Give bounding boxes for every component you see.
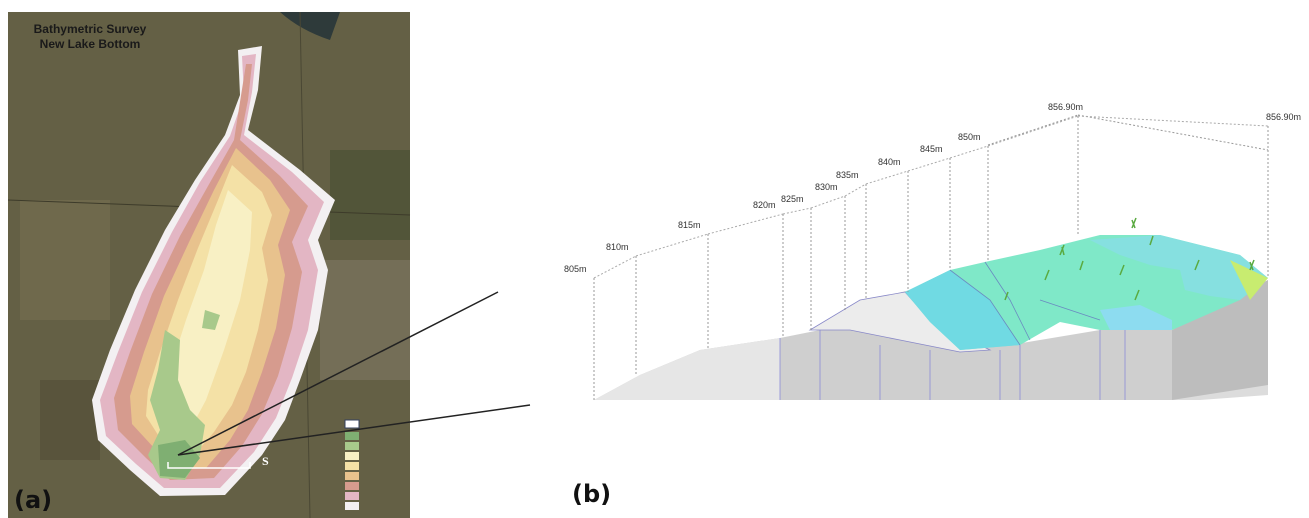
elevation-guide (845, 184, 866, 196)
elevation-label: 805m (564, 264, 587, 274)
elevation-guide (908, 158, 950, 171)
elevation-guide (988, 116, 1078, 146)
scale-label: S (262, 454, 269, 468)
elevation-label: 815m (678, 220, 701, 230)
elevation-guide (811, 196, 845, 208)
elevation-guide (783, 208, 811, 214)
elevation-guide (1078, 116, 1268, 126)
figure: Bathymetric Survey New Lake Bottom S (a)… (0, 0, 1309, 518)
elevation-label: 835m (836, 170, 859, 180)
elevation-label: 856.90m (1048, 102, 1083, 112)
elevation-guide (708, 214, 783, 234)
panel-label: (b) (572, 480, 611, 508)
elevation-label: 810m (606, 242, 629, 252)
elevation-label: 820m (753, 200, 776, 210)
map-title: Bathymetric Survey (34, 22, 147, 36)
panel-label: (a) (14, 486, 52, 514)
elevation-guide (866, 171, 908, 184)
elevation-label: 830m (815, 182, 838, 192)
map-legend (345, 420, 359, 510)
elevation-label: 825m (781, 194, 804, 204)
elevation-guide (950, 146, 988, 158)
elevation-label: 840m (878, 157, 901, 167)
map-subtitle: New Lake Bottom (40, 37, 141, 51)
elevation-label: 856.90m (1266, 112, 1301, 122)
elevation-label: 850m (958, 132, 981, 142)
elevation-guide (594, 256, 636, 278)
elevation-label: 845m (920, 144, 943, 154)
block-diagram (594, 115, 1268, 400)
elevation-guide (636, 234, 708, 256)
